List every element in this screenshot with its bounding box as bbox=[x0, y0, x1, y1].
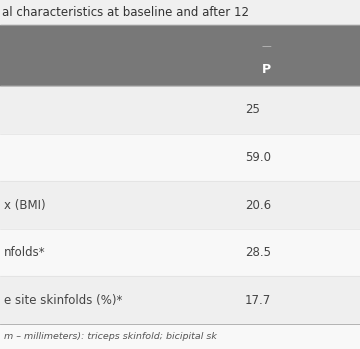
Bar bbox=[0, 181, 360, 229]
Bar bbox=[0, 229, 360, 276]
Bar bbox=[0, 25, 360, 86]
Text: —: — bbox=[261, 42, 271, 52]
Bar bbox=[0, 86, 360, 134]
Text: nfolds*: nfolds* bbox=[4, 246, 45, 259]
Text: 17.7: 17.7 bbox=[245, 294, 271, 307]
Text: 59.0: 59.0 bbox=[245, 151, 271, 164]
Text: e site skinfolds (%)*: e site skinfolds (%)* bbox=[4, 294, 122, 307]
Text: al characteristics at baseline and after 12: al characteristics at baseline and after… bbox=[2, 6, 249, 19]
Text: x (BMI): x (BMI) bbox=[4, 199, 45, 211]
Text: m – millimeters): triceps skinfold; bicipital sk: m – millimeters): triceps skinfold; bici… bbox=[4, 332, 216, 341]
Text: P: P bbox=[262, 62, 271, 76]
Bar bbox=[0, 0, 360, 25]
Bar bbox=[0, 134, 360, 181]
Text: 28.5: 28.5 bbox=[245, 246, 271, 259]
Bar bbox=[0, 276, 360, 324]
Text: 20.6: 20.6 bbox=[245, 199, 271, 211]
Bar bbox=[0, 324, 360, 349]
Text: 25: 25 bbox=[245, 103, 260, 117]
